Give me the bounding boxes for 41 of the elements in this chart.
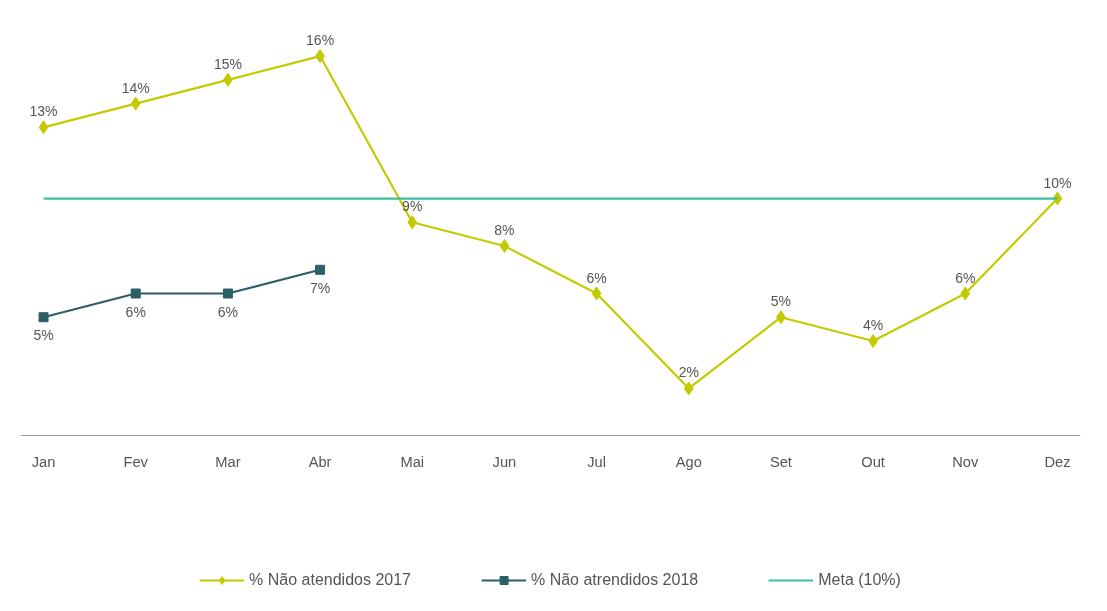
point [407, 215, 418, 230]
legend-label: % Não atrendidos 2018 [530, 571, 699, 589]
point [38, 120, 49, 135]
point [222, 288, 233, 299]
point [683, 381, 694, 396]
x-tick-label: Jul [587, 453, 606, 470]
point [130, 288, 141, 299]
x-tick-label: Out [861, 453, 885, 470]
legend-label: Meta (10%) [818, 571, 901, 589]
data-label: 4% [862, 316, 884, 333]
data-label: 5% [770, 293, 792, 310]
data-label: 8% [494, 222, 515, 239]
x-tick-label: Ago [675, 453, 702, 470]
data-label: 6% [586, 269, 607, 286]
data-label: 10% [1043, 174, 1072, 191]
data-label: 6% [125, 303, 146, 320]
point [38, 312, 49, 323]
point [315, 264, 326, 275]
x-tick-label: Dez [1044, 453, 1071, 470]
data-label: 5% [33, 327, 54, 344]
x-tick-label: Mar [215, 453, 241, 470]
data-label: 15% [213, 55, 242, 72]
x-tick-label: Abr [308, 453, 332, 470]
data-label: 6% [217, 303, 239, 320]
x-tick-label: Fev [123, 453, 149, 470]
data-label: 2% [678, 364, 699, 381]
x-tick-label: Jan [31, 453, 56, 470]
x-tick-label: Mai [400, 453, 425, 470]
data-label: 6% [955, 269, 976, 286]
legend-label: % Não atendidos 2017 [249, 571, 411, 589]
x-tick-label: Jun [492, 453, 517, 470]
x-tick-label: Set [769, 453, 792, 470]
data-label: 7% [309, 279, 331, 296]
data-label: 13% [29, 103, 58, 120]
point [591, 286, 602, 301]
data-label: 16% [306, 32, 335, 49]
point [130, 96, 141, 111]
point [499, 239, 510, 254]
data-label: 14% [121, 79, 150, 96]
point [960, 286, 971, 301]
x-tick-label: Nov [952, 453, 979, 470]
